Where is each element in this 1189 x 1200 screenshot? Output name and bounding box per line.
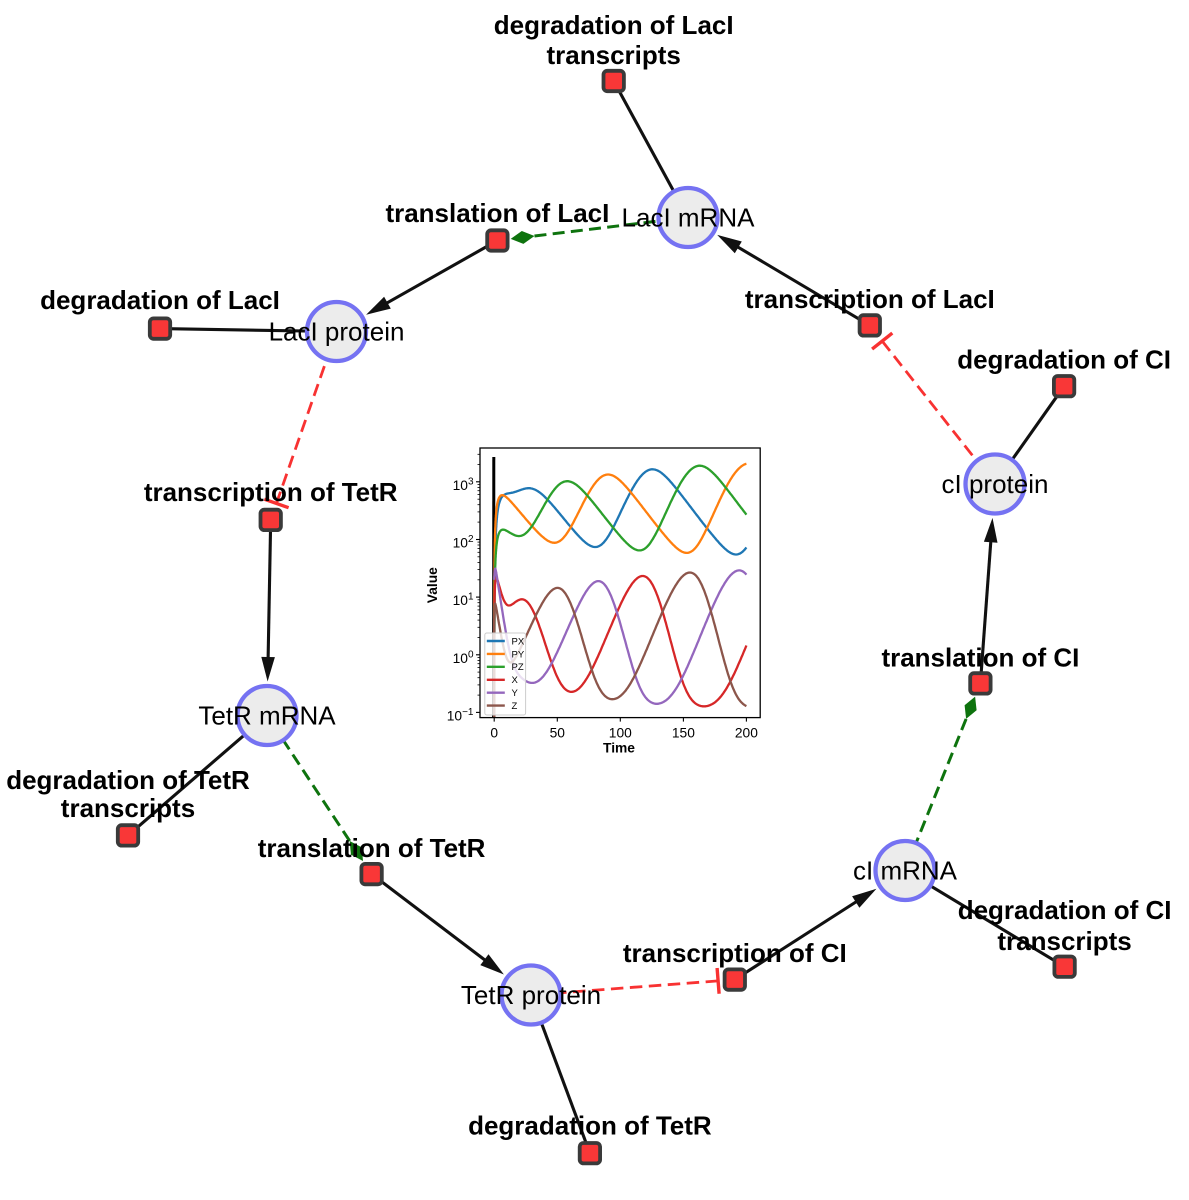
- svg-text:50: 50: [550, 725, 566, 740]
- svg-text:Z: Z: [512, 701, 518, 712]
- svg-text:translation of CI: translation of CI: [881, 642, 1079, 672]
- svg-text:degradation of TetR: degradation of TetR: [6, 765, 250, 795]
- svg-text:transcription of CI: transcription of CI: [623, 938, 847, 968]
- svg-text:transcripts: transcripts: [547, 40, 681, 70]
- svg-text:0: 0: [490, 725, 498, 740]
- svg-text:Value: Value: [425, 567, 440, 603]
- svg-text:TetR protein: TetR protein: [461, 980, 601, 1010]
- svg-text:LacI mRNA: LacI mRNA: [622, 203, 756, 233]
- svg-text:PX: PX: [512, 636, 525, 647]
- svg-text:transcription of TetR: transcription of TetR: [144, 477, 398, 507]
- svg-text:150: 150: [672, 725, 695, 740]
- svg-text:degradation of LacI: degradation of LacI: [494, 10, 734, 40]
- svg-text:100: 100: [609, 725, 632, 740]
- svg-text:X: X: [512, 675, 519, 686]
- svg-text:translation of TetR: translation of TetR: [258, 833, 486, 863]
- svg-text:cI protein: cI protein: [942, 469, 1049, 499]
- svg-text:degradation of TetR: degradation of TetR: [468, 1111, 712, 1141]
- svg-text:transcripts: transcripts: [997, 926, 1131, 956]
- svg-text:TetR mRNA: TetR mRNA: [198, 701, 336, 731]
- svg-text:LacI protein: LacI protein: [269, 317, 405, 347]
- svg-text:degradation of CI: degradation of CI: [958, 895, 1172, 925]
- svg-text:102: 102: [453, 534, 474, 551]
- svg-text:translation of LacI: translation of LacI: [385, 198, 609, 228]
- svg-text:100: 100: [453, 649, 474, 666]
- svg-text:Time: Time: [603, 741, 635, 756]
- svg-text:degradation of LacI: degradation of LacI: [40, 285, 280, 315]
- svg-text:10−1: 10−1: [447, 707, 474, 724]
- svg-text:PZ: PZ: [512, 662, 524, 673]
- svg-text:cI mRNA: cI mRNA: [853, 856, 958, 886]
- svg-text:101: 101: [453, 592, 474, 609]
- svg-text:PY: PY: [512, 649, 525, 660]
- svg-text:degradation of CI: degradation of CI: [957, 344, 1171, 374]
- svg-text:103: 103: [453, 476, 474, 493]
- svg-text:transcripts: transcripts: [61, 793, 195, 823]
- svg-text:200: 200: [735, 725, 758, 740]
- svg-text:transcription of LacI: transcription of LacI: [745, 284, 995, 314]
- svg-text:Y: Y: [512, 688, 519, 699]
